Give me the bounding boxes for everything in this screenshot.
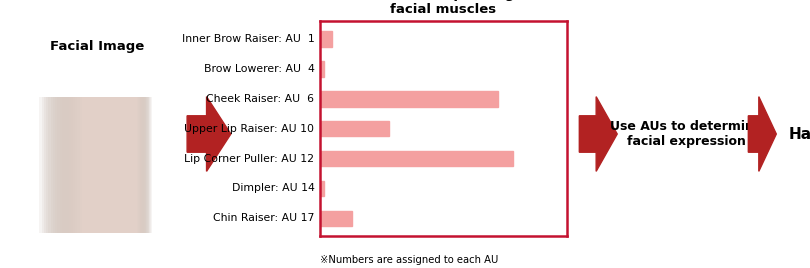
Bar <box>320 211 352 226</box>
Bar <box>39 97 151 233</box>
FancyArrow shape <box>579 97 617 171</box>
Bar <box>79 97 139 233</box>
Bar <box>59 97 145 233</box>
FancyArrow shape <box>748 97 776 171</box>
Bar <box>320 121 389 136</box>
FancyArrow shape <box>187 97 231 171</box>
Bar <box>58 97 146 233</box>
Text: Facial Image: Facial Image <box>50 40 144 53</box>
Bar <box>82 97 138 233</box>
Bar <box>53 97 147 233</box>
Bar <box>46 97 149 233</box>
Bar <box>78 97 139 233</box>
Text: Use AUs to determine
facial expression: Use AUs to determine facial expression <box>610 120 763 148</box>
Bar <box>75 97 139 233</box>
Bar <box>55 97 147 233</box>
Bar <box>62 97 144 233</box>
Bar <box>320 61 324 77</box>
Bar <box>44 97 150 233</box>
Bar <box>69 97 142 233</box>
Text: Happy: Happy <box>788 126 810 142</box>
Bar <box>64 97 143 233</box>
Bar <box>320 91 498 106</box>
Bar <box>41 97 151 233</box>
Text: ※Numbers are assigned to each AU: ※Numbers are assigned to each AU <box>320 255 498 265</box>
Title: Movement corresponding to the
facial muscles: Movement corresponding to the facial mus… <box>323 0 564 16</box>
Bar <box>50 97 148 233</box>
Bar <box>70 97 141 233</box>
Bar <box>49 97 149 233</box>
Bar <box>66 97 143 233</box>
Bar <box>73 97 140 233</box>
Bar <box>320 31 332 47</box>
Bar <box>320 181 324 196</box>
Bar <box>320 151 513 166</box>
